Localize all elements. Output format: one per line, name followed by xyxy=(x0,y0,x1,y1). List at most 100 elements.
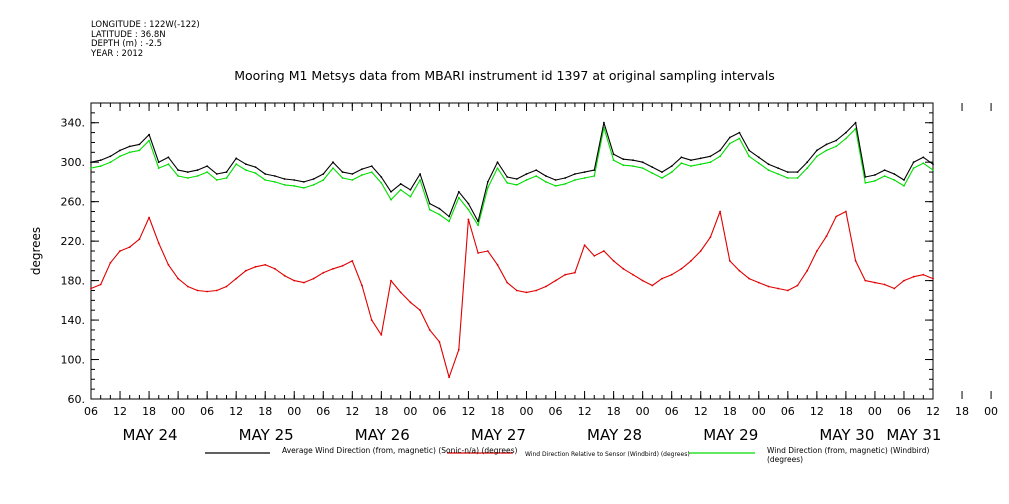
data-point xyxy=(748,155,750,158)
data-point xyxy=(148,139,151,142)
data-point xyxy=(186,177,189,179)
data-point xyxy=(786,289,789,292)
data-point xyxy=(457,190,460,193)
data-point xyxy=(341,177,344,179)
data-point xyxy=(545,175,547,177)
data-point xyxy=(457,196,460,199)
x-tick-label: 00 xyxy=(403,405,417,418)
data-point xyxy=(215,179,218,181)
data-point xyxy=(912,161,915,164)
x-tick-label: 00 xyxy=(287,405,301,418)
x-date-label: MAY 25 xyxy=(239,426,294,444)
data-point xyxy=(854,121,857,124)
x-date-label: MAY 30 xyxy=(819,426,874,444)
data-point xyxy=(380,176,383,178)
data-point xyxy=(496,161,499,164)
data-point xyxy=(361,168,363,171)
data-point xyxy=(486,250,489,252)
data-point xyxy=(467,208,470,211)
x-tick-label: 00 xyxy=(171,405,185,418)
data-point xyxy=(361,284,363,287)
data-point xyxy=(380,334,383,336)
data-point xyxy=(448,376,450,379)
data-point xyxy=(477,220,479,223)
data-point xyxy=(370,171,373,174)
x-tick-label: 06 xyxy=(549,405,563,418)
data-point xyxy=(777,173,779,175)
data-point xyxy=(506,281,509,284)
data-point xyxy=(719,210,721,213)
x-tick-label: 12 xyxy=(229,405,243,418)
data-point xyxy=(254,265,257,268)
data-point xyxy=(167,156,170,159)
data-point xyxy=(883,175,886,177)
data-point xyxy=(603,250,605,252)
series-layer xyxy=(90,121,934,379)
data-point xyxy=(390,190,392,193)
x-date-label: MAY 29 xyxy=(703,426,758,444)
x-tick-label: 06 xyxy=(432,405,446,418)
data-point xyxy=(680,267,683,270)
data-point xyxy=(806,161,809,164)
data-point xyxy=(786,171,789,174)
data-point xyxy=(322,271,325,274)
x-tick-label: 12 xyxy=(926,405,940,418)
data-point xyxy=(322,179,325,181)
data-point xyxy=(612,153,615,156)
data-point xyxy=(593,169,596,172)
data-point xyxy=(661,177,663,179)
data-point xyxy=(167,163,170,166)
x-tick-label: 06 xyxy=(200,405,214,418)
data-point xyxy=(583,171,586,174)
data-point xyxy=(554,279,557,282)
x-tick-label: 12 xyxy=(461,405,475,418)
data-point xyxy=(690,165,692,168)
y-tick-label: 60. xyxy=(68,393,86,406)
data-point xyxy=(603,121,605,124)
data-point xyxy=(535,289,538,292)
data-point xyxy=(254,172,257,175)
data-point xyxy=(922,273,925,276)
x-tick-label: 18 xyxy=(839,405,853,418)
data-point xyxy=(196,169,199,172)
data-point xyxy=(148,216,151,219)
data-point xyxy=(690,159,692,162)
data-point xyxy=(786,177,789,179)
data-point xyxy=(119,155,121,158)
year-text: YEAR : 2012 xyxy=(91,48,144,59)
x-tick-label: 00 xyxy=(984,405,998,418)
data-point xyxy=(438,207,441,210)
data-point xyxy=(303,187,305,189)
data-point xyxy=(293,279,296,282)
data-point xyxy=(670,273,673,276)
data-point xyxy=(225,171,228,174)
data-point xyxy=(177,175,180,177)
data-point xyxy=(893,287,896,290)
data-point xyxy=(419,173,421,175)
data-point xyxy=(845,137,847,140)
data-point xyxy=(148,133,151,136)
data-point xyxy=(264,263,267,266)
data-point xyxy=(457,348,460,351)
data-point xyxy=(515,289,518,292)
x-tick-label: 18 xyxy=(955,405,969,418)
data-point xyxy=(351,260,354,262)
data-point xyxy=(128,151,131,154)
data-point xyxy=(554,185,557,187)
data-point xyxy=(274,175,276,177)
data-point xyxy=(177,169,180,172)
y-tick-label: 260. xyxy=(61,196,86,209)
data-point xyxy=(767,285,770,288)
data-point xyxy=(390,279,392,282)
data-point xyxy=(748,149,750,152)
data-point xyxy=(322,173,325,175)
data-point xyxy=(264,179,267,181)
x-tick-label: 00 xyxy=(752,405,766,418)
data-point xyxy=(332,167,334,170)
data-point xyxy=(428,329,431,331)
data-point xyxy=(341,171,344,174)
x-tick-label: 00 xyxy=(868,405,882,418)
data-point xyxy=(90,287,92,290)
data-point xyxy=(206,171,209,174)
